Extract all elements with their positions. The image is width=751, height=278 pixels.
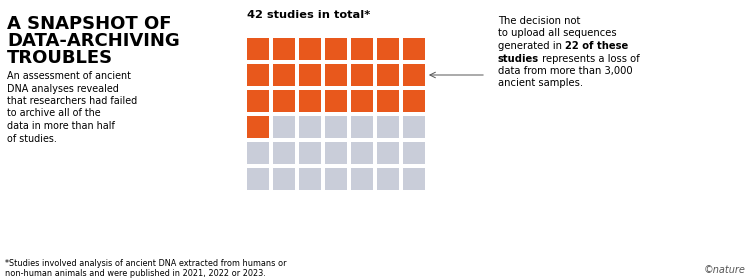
Bar [377,168,399,190]
Text: data in more than half: data in more than half [7,121,115,131]
Text: generated in: generated in [498,41,565,51]
Bar [351,168,373,190]
Text: A SNAPSHOT OF: A SNAPSHOT OF [7,15,171,33]
Bar [351,38,373,60]
Bar [403,142,425,164]
Bar [351,90,373,112]
Bar [273,90,295,112]
Text: ©nature: ©nature [704,265,746,275]
Bar [299,168,321,190]
Bar [377,38,399,60]
Text: 42 studies in total*: 42 studies in total* [247,10,370,20]
Bar [299,38,321,60]
Bar [351,116,373,138]
Bar [299,64,321,86]
Bar [273,168,295,190]
Bar [351,142,373,164]
Bar [403,116,425,138]
Bar [403,168,425,190]
Bar [325,168,347,190]
Text: data from more than 3,000: data from more than 3,000 [498,66,632,76]
Text: ancient samples.: ancient samples. [498,78,583,88]
Bar [325,38,347,60]
Bar [325,64,347,86]
Bar [377,90,399,112]
Text: of studies.: of studies. [7,133,57,143]
Text: represents a loss of: represents a loss of [539,53,640,63]
Text: TROUBLES: TROUBLES [7,49,113,67]
Text: non-human animals and were published in 2021, 2022 or 2023.: non-human animals and were published in … [5,269,266,278]
Text: to archive all of the: to archive all of the [7,108,101,118]
Bar [299,116,321,138]
Bar [247,38,269,60]
Bar [325,142,347,164]
Bar [351,64,373,86]
Bar [273,38,295,60]
Bar [247,90,269,112]
Bar [247,142,269,164]
Text: 22 of these: 22 of these [565,41,629,51]
Bar [325,116,347,138]
Text: *Studies involved analysis of ancient DNA extracted from humans or: *Studies involved analysis of ancient DN… [5,259,286,268]
Bar [247,168,269,190]
Bar [403,64,425,86]
Bar [377,116,399,138]
Bar [403,90,425,112]
Text: to upload all sequences: to upload all sequences [498,29,617,38]
Bar [247,116,269,138]
Text: The decision not: The decision not [498,16,581,26]
Bar [403,38,425,60]
Text: studies: studies [498,53,539,63]
Text: DNA analyses revealed: DNA analyses revealed [7,83,119,93]
Text: DATA-ARCHIVING: DATA-ARCHIVING [7,32,179,50]
Text: that researchers had failed: that researchers had failed [7,96,137,106]
Bar [247,64,269,86]
Bar [273,116,295,138]
Bar [377,142,399,164]
Bar [299,142,321,164]
Text: An assessment of ancient: An assessment of ancient [7,71,131,81]
Bar [273,64,295,86]
Bar [273,142,295,164]
Bar [299,90,321,112]
Bar [325,90,347,112]
Bar [377,64,399,86]
